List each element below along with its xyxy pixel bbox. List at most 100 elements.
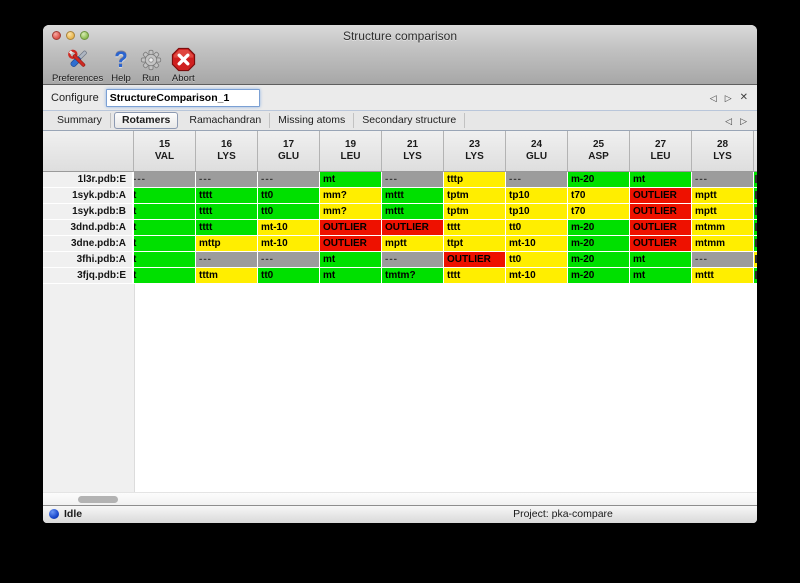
- grid-cell[interactable]: ttpt: [444, 236, 506, 252]
- grid-cell[interactable]: tt0: [506, 252, 568, 268]
- minimize-button[interactable]: [66, 31, 75, 40]
- grid-cell[interactable]: t: [134, 268, 196, 284]
- grid-cell-partial[interactable]: [754, 172, 757, 188]
- grid-cell[interactable]: ---: [196, 252, 258, 268]
- grid-cell[interactable]: OUTLIER: [382, 220, 444, 236]
- grid-cell[interactable]: OUTLIER: [320, 220, 382, 236]
- row-header[interactable]: 3fjq.pdb:E: [43, 268, 134, 284]
- grid-cell[interactable]: OUTLIER: [630, 204, 692, 220]
- column-header-23[interactable]: 23 LYS: [444, 131, 506, 172]
- column-header-16[interactable]: 16 LYS: [196, 131, 258, 172]
- grid-cell[interactable]: OUTLIER: [444, 252, 506, 268]
- grid-cell[interactable]: tt0: [258, 204, 320, 220]
- grid-cell[interactable]: tttt: [444, 220, 506, 236]
- grid-cell[interactable]: ---: [258, 252, 320, 268]
- grid-cell[interactable]: tt0: [506, 220, 568, 236]
- grid-cell[interactable]: OUTLIER: [320, 236, 382, 252]
- grid-cell[interactable]: mttp: [196, 236, 258, 252]
- grid-cell[interactable]: mtmm: [692, 220, 754, 236]
- configuration-name-input[interactable]: [105, 88, 260, 107]
- grid-cell-partial[interactable]: [754, 204, 757, 220]
- tab-summary[interactable]: Summary: [49, 113, 111, 128]
- grid-cell[interactable]: t: [134, 204, 196, 220]
- grid-cell[interactable]: m-20: [568, 252, 630, 268]
- row-header[interactable]: 1syk.pdb:A: [43, 188, 134, 204]
- column-header-27[interactable]: 27 LEU: [630, 131, 692, 172]
- grid-cell[interactable]: m-20: [568, 220, 630, 236]
- column-header-25[interactable]: 25 ASP: [568, 131, 630, 172]
- row-header[interactable]: 1syk.pdb:B: [43, 204, 134, 220]
- grid-cell[interactable]: tptm: [444, 188, 506, 204]
- grid-cell[interactable]: mt: [630, 252, 692, 268]
- grid-cell[interactable]: mt: [630, 268, 692, 284]
- grid-cell[interactable]: ---: [134, 172, 196, 188]
- column-header-19[interactable]: 19 LEU: [320, 131, 382, 172]
- grid-cell[interactable]: m-20: [568, 268, 630, 284]
- grid-cell-partial[interactable]: [754, 236, 757, 252]
- grid-cell[interactable]: t: [134, 236, 196, 252]
- grid-cell[interactable]: mttt: [692, 268, 754, 284]
- horizontal-scrollbar-track[interactable]: [43, 492, 757, 505]
- grid-cell[interactable]: OUTLIER: [630, 220, 692, 236]
- grid-cell-partial[interactable]: [754, 268, 757, 284]
- abort-button[interactable]: Abort: [167, 46, 200, 84]
- column-header-17[interactable]: 17 GLU: [258, 131, 320, 172]
- grid-cell[interactable]: tmtm?: [382, 268, 444, 284]
- close-icon[interactable]: ✕: [739, 91, 748, 103]
- grid-cell[interactable]: ---: [692, 252, 754, 268]
- grid-cell[interactable]: mt: [320, 172, 382, 188]
- grid-cell[interactable]: mptt: [692, 188, 754, 204]
- grid-cell[interactable]: tptm: [444, 204, 506, 220]
- grid-cell[interactable]: m-20: [568, 172, 630, 188]
- grid-cell[interactable]: tt0: [258, 188, 320, 204]
- grid-cell-partial[interactable]: [754, 252, 757, 268]
- grid-cell[interactable]: tttp: [444, 172, 506, 188]
- grid-cell[interactable]: tp10: [506, 204, 568, 220]
- grid-cell-partial[interactable]: [754, 220, 757, 236]
- zoom-button[interactable]: [80, 31, 89, 40]
- grid-cell[interactable]: tp10: [506, 188, 568, 204]
- grid-cell[interactable]: t70: [568, 204, 630, 220]
- grid-cell[interactable]: mt: [320, 268, 382, 284]
- grid-cell[interactable]: ---: [258, 172, 320, 188]
- grid-cell[interactable]: ---: [692, 172, 754, 188]
- grid-cell[interactable]: mttt: [382, 188, 444, 204]
- close-button[interactable]: [52, 31, 61, 40]
- row-header[interactable]: 3fhi.pdb:A: [43, 252, 134, 268]
- grid-cell[interactable]: t: [134, 220, 196, 236]
- grid-cell[interactable]: OUTLIER: [630, 236, 692, 252]
- column-header-24[interactable]: 24 GLU: [506, 131, 568, 172]
- tab-ramachandran[interactable]: Ramachandran: [181, 113, 271, 128]
- preferences-button[interactable]: Preferences: [48, 46, 107, 84]
- grid-cell[interactable]: mt-10: [506, 236, 568, 252]
- column-header-28[interactable]: 28 LYS: [692, 131, 754, 172]
- help-button[interactable]: ? Help: [107, 46, 135, 84]
- grid-cell[interactable]: mm?: [320, 188, 382, 204]
- grid-cell[interactable]: mtmm: [692, 236, 754, 252]
- grid-cell[interactable]: ---: [196, 172, 258, 188]
- grid-cell[interactable]: mt-10: [258, 220, 320, 236]
- row-header[interactable]: 3dne.pdb:A: [43, 236, 134, 252]
- grid-cell[interactable]: mttt: [382, 204, 444, 220]
- row-header[interactable]: 1l3r.pdb:E: [43, 172, 134, 188]
- grid-cell[interactable]: tttt: [196, 204, 258, 220]
- grid-cell[interactable]: ---: [506, 172, 568, 188]
- grid-cell[interactable]: mt-10: [506, 268, 568, 284]
- grid-cell[interactable]: ---: [382, 252, 444, 268]
- grid-cell[interactable]: t70: [568, 188, 630, 204]
- grid-cell[interactable]: mptt: [692, 204, 754, 220]
- grid-cell-partial[interactable]: [754, 188, 757, 204]
- grid-cell[interactable]: t: [134, 252, 196, 268]
- tab-rotamers[interactable]: Rotamers: [113, 112, 179, 129]
- tab-missing-atoms[interactable]: Missing atoms: [270, 113, 355, 128]
- title-bar[interactable]: Structure comparison: [43, 25, 757, 46]
- grid-cell[interactable]: mm?: [320, 204, 382, 220]
- row-header[interactable]: 3dnd.pdb:A: [43, 220, 134, 236]
- grid-cell[interactable]: m-20: [568, 236, 630, 252]
- grid-cell[interactable]: t: [134, 188, 196, 204]
- grid-cell[interactable]: mptt: [382, 236, 444, 252]
- grid-cell[interactable]: tttt: [196, 188, 258, 204]
- next-arrow-icon[interactable]: ▷: [724, 92, 732, 103]
- grid-cell[interactable]: mt: [630, 172, 692, 188]
- grid-cell[interactable]: tttt: [196, 220, 258, 236]
